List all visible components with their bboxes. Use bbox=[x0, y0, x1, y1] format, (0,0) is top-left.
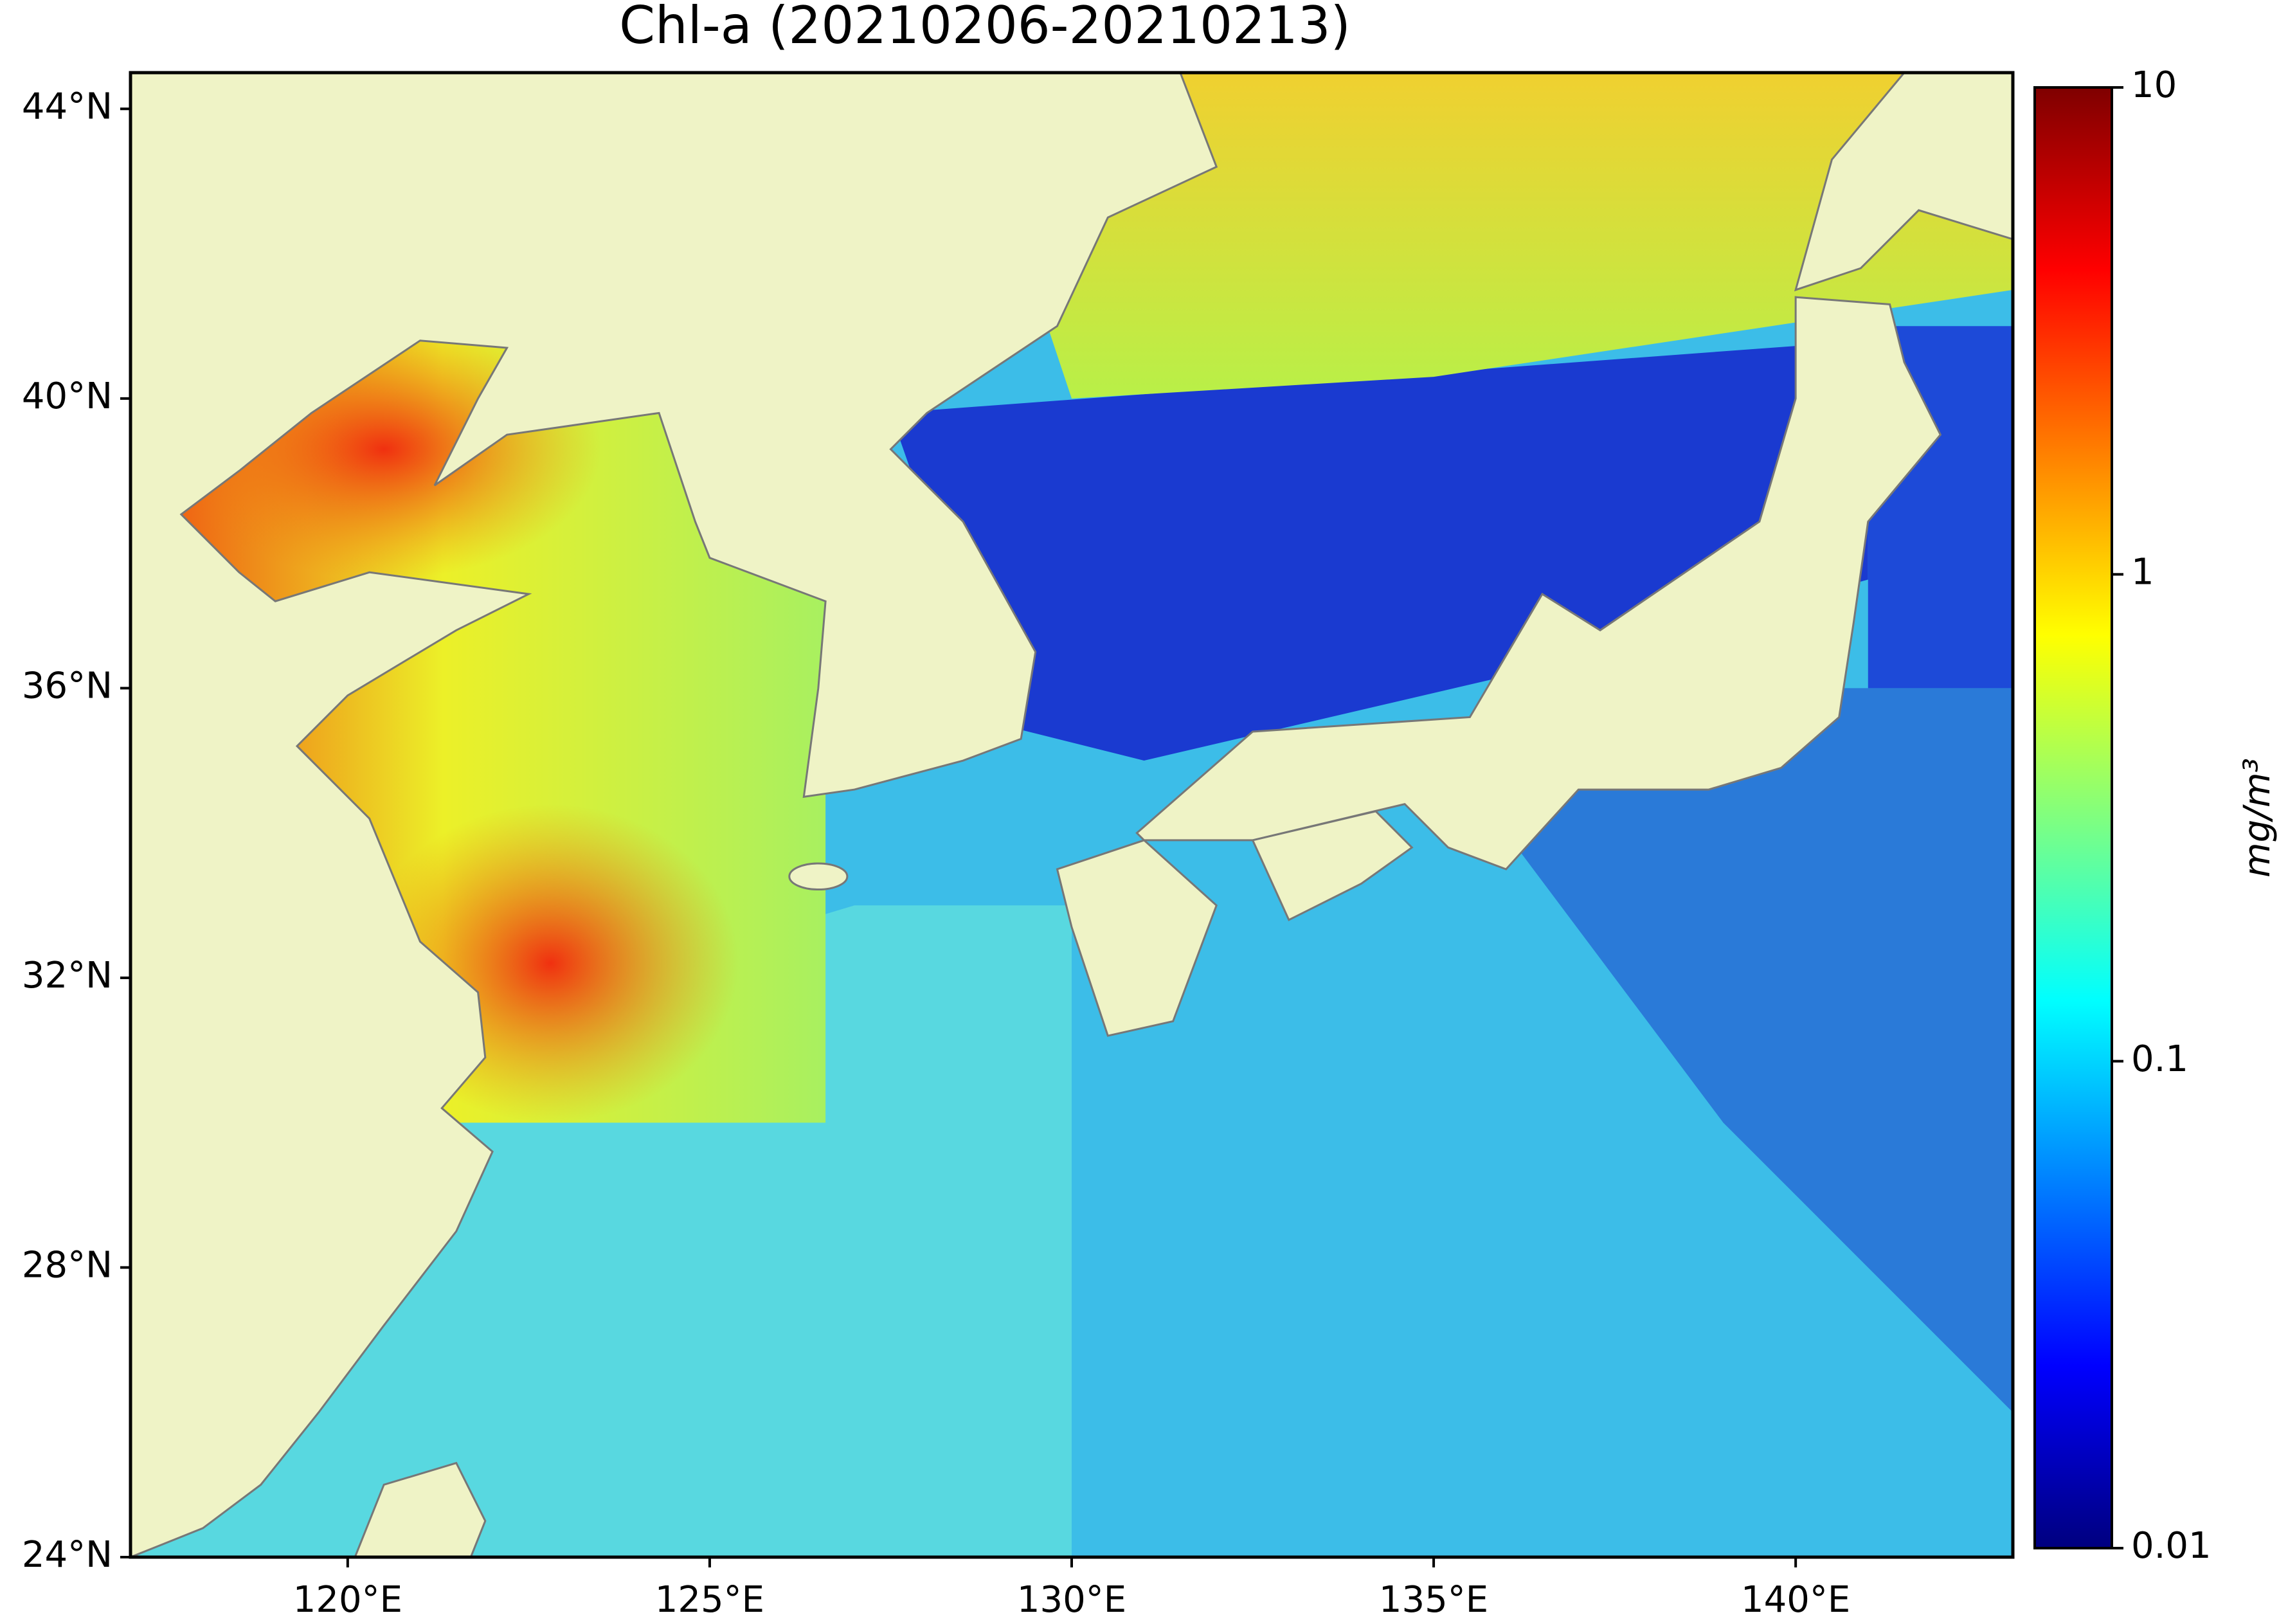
y-tick-label: 40°N bbox=[22, 375, 113, 417]
y-tick-label: 24°N bbox=[22, 1534, 113, 1576]
x-tick-label: 120°E bbox=[293, 1579, 402, 1621]
y-tick-label: 44°N bbox=[22, 86, 113, 127]
chart-title: Chl-a (20210206-20210213) bbox=[619, 0, 1351, 55]
x-tick-label: 125°E bbox=[655, 1579, 764, 1621]
y-tick-label: 28°N bbox=[22, 1245, 113, 1286]
map-area bbox=[131, 73, 2013, 1557]
colorbar-label: mg/m³ bbox=[2237, 758, 2278, 878]
colorbar-tick-label: 1 bbox=[2131, 551, 2154, 593]
x-tick-label: 140°E bbox=[1741, 1579, 1850, 1621]
colorbar-tick-label: 10 bbox=[2131, 64, 2177, 106]
map-image bbox=[131, 73, 2013, 1557]
colorbar-tick-label: 0.1 bbox=[2131, 1038, 2188, 1080]
x-tick-label: 135°E bbox=[1379, 1579, 1488, 1621]
colorbar bbox=[2033, 86, 2113, 1549]
x-tick-label: 130°E bbox=[1017, 1579, 1126, 1621]
y-tick-label: 32°N bbox=[22, 955, 113, 997]
y-tick-label: 36°N bbox=[22, 665, 113, 707]
colorbar-tick-label: 0.01 bbox=[2131, 1525, 2211, 1567]
